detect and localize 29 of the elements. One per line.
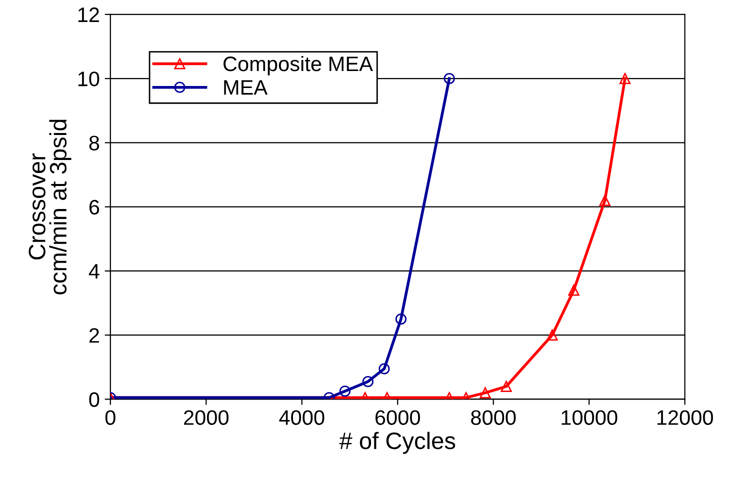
x-axis-title: # of Cycles: [339, 432, 456, 454]
point: [568, 284, 580, 296]
y-tick-label: 10: [78, 72, 100, 86]
point: [619, 73, 631, 84]
legend-label: Composite MEA: [224, 56, 373, 76]
x-tick-label: 10000: [562, 410, 618, 425]
y-tick-label: 0: [89, 392, 100, 407]
x-tick-label: 2000: [184, 410, 229, 425]
x-tick-label: 4000: [279, 410, 324, 425]
point: [378, 363, 390, 374]
x-tick-label: 8000: [471, 410, 516, 425]
point: [546, 330, 558, 341]
x-tick-label: 0: [105, 410, 116, 425]
point: [362, 376, 374, 388]
y-tick-label: 4: [88, 264, 100, 279]
y-tick-label: 2: [89, 328, 99, 343]
point: [339, 386, 351, 397]
y-tick-label: 8: [89, 136, 100, 150]
point: [599, 194, 610, 206]
y-tick-label: 12: [78, 7, 99, 22]
y-axis-title: Crossover ccm/min at 3psid: [28, 120, 72, 294]
point: [480, 387, 491, 398]
point: [500, 380, 512, 392]
legend-label: MEA: [224, 80, 268, 95]
x-tick-label: 12000: [657, 410, 713, 425]
y-tick-label: 6: [89, 200, 100, 215]
x-tick-label: 6000: [376, 410, 420, 425]
point: [444, 73, 455, 84]
point: [395, 314, 407, 325]
